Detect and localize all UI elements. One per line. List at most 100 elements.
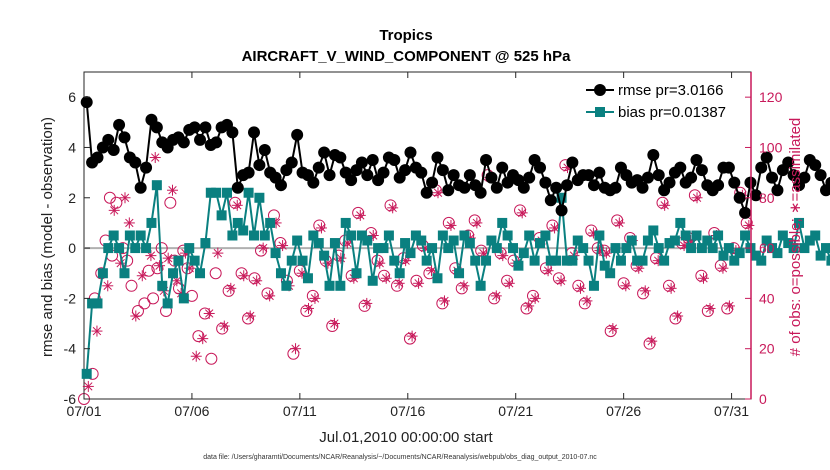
rmse-point	[242, 166, 255, 179]
rmse-point	[91, 151, 104, 164]
rmse-point	[485, 171, 498, 184]
asterisk-stroke	[116, 258, 125, 268]
asterisk-stroke	[239, 271, 248, 280]
obs-possible-point	[242, 312, 255, 325]
bias-point	[200, 238, 211, 249]
rmse-point	[712, 179, 725, 192]
bias-point	[756, 255, 767, 266]
rmse-point	[399, 164, 412, 177]
asterisk-stroke	[543, 266, 553, 275]
asterisk-stroke	[679, 241, 689, 250]
obs-assimilated-point	[119, 192, 131, 204]
bias-point	[108, 230, 119, 241]
bias-point	[405, 248, 416, 259]
bias-point	[524, 230, 535, 241]
bias-point	[81, 368, 92, 379]
rmse-point	[291, 128, 304, 141]
rmse-point	[496, 161, 509, 174]
asterisk-stroke	[407, 331, 417, 341]
asterisk-stroke	[414, 279, 423, 288]
asterisk-stroke	[608, 324, 618, 333]
rmse-point	[323, 169, 336, 182]
obs-possible-point	[572, 279, 585, 292]
obs-possible-point	[701, 304, 714, 317]
obs-assimilated-point	[302, 302, 314, 314]
bias-point	[319, 250, 330, 261]
obs-assimilated-point	[162, 252, 174, 264]
obs-possible-point	[436, 297, 449, 310]
obs-assimilated-point	[698, 272, 710, 284]
obs-assimilated-point	[354, 209, 366, 221]
bias-point	[281, 280, 292, 291]
y-axis-left-label: rmse and bias (model - observation)	[39, 117, 56, 357]
obs-assimilated-point	[639, 285, 651, 297]
asterisk-stroke	[589, 228, 598, 238]
obs-assimilated-point	[672, 310, 684, 322]
rmse-point	[755, 161, 768, 174]
bias-point	[243, 187, 254, 198]
obs-assimilated-point	[503, 277, 515, 289]
bias-point	[130, 243, 141, 254]
bias-point	[178, 293, 189, 304]
rmse-point	[436, 164, 449, 177]
asterisk-stroke	[146, 251, 156, 260]
obs-assimilated-point	[413, 277, 425, 289]
asterisk-stroke	[375, 258, 384, 268]
bias-point	[632, 255, 643, 266]
y-tick-label-left: 6	[68, 89, 76, 105]
bias-point	[324, 280, 335, 291]
bias-point	[464, 238, 475, 249]
rmse-point	[733, 191, 746, 204]
obs-possible-point	[205, 352, 218, 365]
rmse-point	[361, 169, 374, 182]
obs-possible-point	[617, 277, 630, 290]
rmse-point	[199, 121, 212, 134]
obs-assimilated-point	[529, 292, 541, 304]
bias-point	[335, 280, 346, 291]
asterisk-stroke	[291, 344, 300, 353]
bias-point	[114, 243, 125, 254]
rmse-point	[134, 181, 147, 194]
obs-possible-point	[488, 292, 501, 305]
obs-possible-point	[142, 264, 155, 277]
bias-point	[540, 230, 551, 241]
rmse-point	[749, 189, 762, 202]
obs-possible-point	[514, 204, 527, 217]
bias-point	[427, 243, 438, 254]
rmse-point	[814, 169, 827, 182]
bias-point	[723, 243, 734, 254]
obs-possible-point	[300, 304, 313, 317]
rmse-point	[415, 166, 428, 179]
obs-assimilated-point	[380, 272, 392, 284]
rmse-point	[458, 181, 471, 194]
asterisk-stroke	[317, 223, 326, 233]
rmse-point	[555, 204, 568, 217]
bias-point	[238, 225, 249, 236]
bias-point	[583, 255, 594, 266]
obs-possible-point	[643, 337, 656, 350]
bias-point	[615, 255, 626, 266]
obs-possible-point	[313, 219, 326, 232]
bias-point	[329, 238, 340, 249]
asterisk-stroke	[440, 296, 449, 306]
rmse-point	[404, 146, 417, 159]
rmse-point	[641, 171, 654, 184]
asterisk-stroke	[718, 263, 728, 273]
x-axis-label: Jul.01,2010 00:00:00 start	[319, 429, 493, 446]
rmse-point	[334, 151, 347, 164]
rmse-point	[107, 143, 120, 156]
obs-assimilated-point	[646, 335, 658, 347]
bias-point	[97, 268, 108, 279]
obs-assimilated-point	[445, 219, 457, 231]
obs-assimilated-point	[438, 295, 450, 307]
bias-point	[545, 255, 556, 266]
obs-possible-point	[501, 274, 514, 287]
obs-possible-point	[352, 206, 365, 219]
asterisk-stroke	[213, 248, 223, 258]
rmse-point	[318, 146, 331, 159]
data-file-footer: data file: /Users/gharamti/Documents/NCA…	[203, 454, 597, 461]
obs-assimilated-point	[167, 184, 179, 196]
bias-point	[621, 243, 632, 254]
asterisk-stroke	[246, 311, 255, 321]
obs-assimilated-point	[190, 350, 202, 362]
